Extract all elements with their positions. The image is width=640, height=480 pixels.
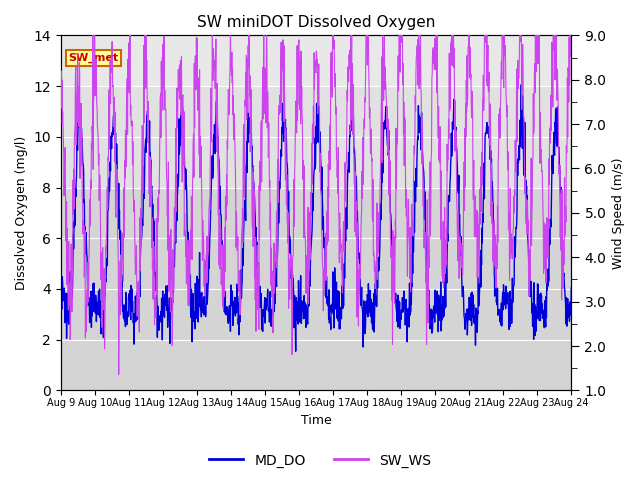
SW_WS <box>508 243 515 249</box>
SW_WS <box>159 55 166 60</box>
Text: SW_met: SW_met <box>68 53 118 63</box>
MD_DO <box>158 320 166 326</box>
MD_DO <box>396 311 403 316</box>
Bar <box>61 289 572 390</box>
SW_WS <box>568 43 575 49</box>
SW_WS <box>57 76 65 82</box>
MD_DO <box>507 309 515 314</box>
Bar <box>61 188 572 289</box>
MD_DO <box>517 82 525 87</box>
MD_DO <box>57 304 65 310</box>
SW_WS <box>396 33 403 38</box>
MD_DO <box>170 264 178 270</box>
Y-axis label: Dissolved Oxygen (mg/l): Dissolved Oxygen (mg/l) <box>15 136 28 290</box>
Y-axis label: Wind Speed (m/s): Wind Speed (m/s) <box>612 157 625 269</box>
Line: MD_DO: MD_DO <box>61 84 572 351</box>
SW_WS <box>171 239 179 245</box>
Legend: MD_DO, SW_WS: MD_DO, SW_WS <box>203 448 437 473</box>
SW_WS <box>463 78 470 84</box>
MD_DO <box>228 294 236 300</box>
SW_WS <box>397 10 404 16</box>
Bar <box>61 36 572 86</box>
Line: SW_WS: SW_WS <box>61 13 572 374</box>
X-axis label: Time: Time <box>301 414 332 427</box>
Bar <box>61 86 572 188</box>
MD_DO <box>292 348 300 354</box>
SW_WS <box>228 49 236 55</box>
Title: SW miniDOT Dissolved Oxygen: SW miniDOT Dissolved Oxygen <box>197 15 435 30</box>
MD_DO <box>462 311 470 316</box>
SW_WS <box>115 372 122 377</box>
MD_DO <box>568 285 575 291</box>
